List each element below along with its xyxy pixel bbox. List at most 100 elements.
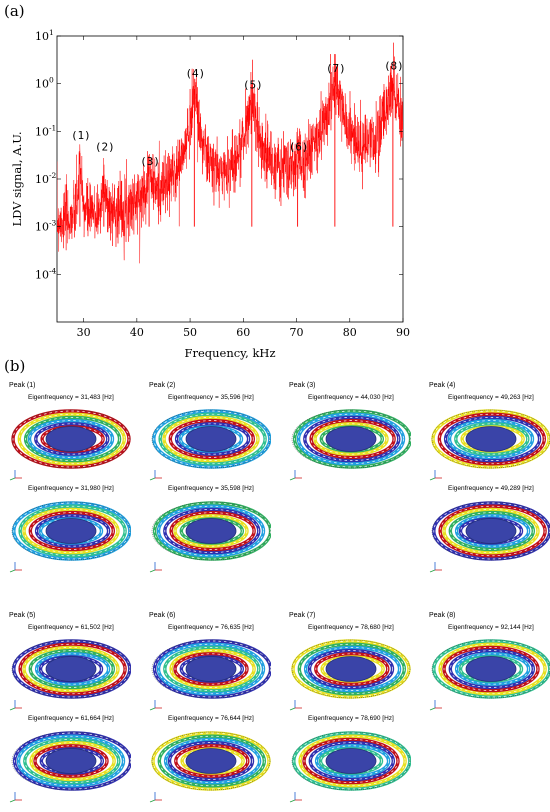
mode-arrows — [445, 417, 540, 461]
coordinate-axes-icon — [9, 792, 22, 803]
y-tick-label: 101 — [35, 28, 54, 43]
mode-arrows — [439, 505, 546, 557]
mode-arrows — [309, 650, 393, 688]
mode-arrows — [303, 739, 399, 783]
mode-arrows — [298, 643, 405, 695]
mode-shape-plot — [431, 407, 550, 471]
center-disk — [325, 748, 377, 774]
peak-title: Peak (5) — [9, 612, 36, 619]
coordinate-axes-icon — [149, 792, 162, 803]
eigenfrequency-label: Eigenfrequency = 61,664 [Hz] — [28, 715, 114, 722]
center-disk — [185, 426, 237, 452]
coordinate-axes-icon — [429, 562, 442, 573]
mode-arrows — [310, 420, 395, 458]
mode-outline — [431, 639, 550, 699]
mode-arrows — [164, 647, 260, 691]
peak-label: (6) — [289, 141, 309, 154]
mode-outline — [11, 731, 131, 791]
peak-title: Peak (7) — [289, 612, 316, 619]
mode-arrows — [449, 512, 534, 550]
mode-arrows — [34, 745, 108, 777]
mode-arrows — [176, 423, 249, 455]
mode-arrows — [298, 413, 404, 465]
eigenfrequency-label: Eigenfrequency = 61,502 [Hz] — [28, 624, 114, 631]
peak-labels: (1) (2) (3) (4) (5) (6) (7) (8) — [71, 60, 404, 168]
mode-arrows — [304, 417, 400, 461]
mode-arrows — [164, 509, 260, 553]
mode-arrows — [158, 735, 265, 787]
mode-arrows — [158, 643, 264, 695]
center-disk — [325, 426, 377, 452]
mode-arrows — [314, 423, 388, 455]
y-tick-label: 10-4 — [35, 266, 57, 281]
coordinate-axes-icon — [9, 562, 22, 573]
coordinate-axes-icon — [149, 700, 162, 711]
mode-arrows — [158, 505, 264, 557]
mode-arrows — [154, 640, 271, 698]
coordinate-axes-icon — [9, 700, 22, 711]
mode-outline — [151, 409, 271, 469]
mode-arrows — [154, 502, 271, 560]
mode-arrows — [36, 653, 109, 685]
coordinate-axes-icon — [429, 700, 442, 711]
mode-arrows — [19, 643, 126, 695]
mode-shape-plot — [291, 729, 412, 793]
mode-arrows — [443, 509, 539, 553]
mode-arrows — [439, 643, 546, 695]
mode-outline — [431, 501, 550, 561]
center-disk — [185, 518, 237, 544]
x-tick-label: 40 — [130, 326, 144, 339]
y-tick-label: 10-2 — [35, 171, 57, 186]
coordinate-axes-icon — [289, 470, 302, 481]
mode-arrows — [18, 413, 125, 465]
center-disk — [45, 518, 97, 544]
mode-arrows — [159, 413, 266, 465]
mode-arrows — [456, 653, 529, 685]
mode-arrows — [152, 732, 270, 790]
coordinate-axes-icon — [429, 470, 442, 481]
mode-arrows — [309, 742, 394, 780]
mode-arrows — [455, 423, 529, 455]
mode-arrows — [14, 732, 131, 790]
eigenfrequency-label: Eigenfrequency = 78,690 [Hz] — [308, 715, 394, 722]
mode-arrows — [175, 745, 249, 777]
mode-shape-plot — [151, 637, 273, 701]
mode-outline — [11, 409, 131, 469]
peak-label: (8) — [384, 60, 404, 73]
y-tick-label: 10-1 — [35, 123, 56, 138]
x-tick-label: 60 — [236, 326, 250, 339]
ldv-spectrum-chart: 30 40 50 60 70 80 90 10-4 10-3 10-2 10-1 100 101 (1)… — [10, 28, 410, 360]
peak-title: Peak (6) — [149, 612, 176, 619]
mode-arrows — [174, 653, 248, 685]
center-disk — [185, 656, 237, 682]
mode-arrows — [30, 742, 115, 780]
mode-arrows — [170, 512, 255, 550]
mode-arrows — [432, 410, 550, 468]
center-disk — [45, 656, 97, 682]
eigenfrequency-label: Eigenfrequency = 76,635 [Hz] — [168, 624, 254, 631]
y-tick-label: 10-3 — [35, 219, 57, 234]
x-tick-label: 80 — [343, 326, 357, 339]
x-axis-title: Frequency, kHz — [184, 346, 275, 360]
x-tick-label: 90 — [396, 326, 410, 339]
axis-ticks: 30 40 50 60 70 80 90 10-4 10-3 10-2 10-1 100 101 — [35, 28, 410, 339]
mode-shape-plot — [11, 637, 132, 701]
peak-label: (2) — [95, 141, 115, 154]
mode-shape-plot — [291, 637, 411, 701]
mode-arrows — [25, 417, 120, 461]
y-tick-label: 100 — [35, 76, 54, 91]
eigenfrequency-label: Eigenfrequency = 78,680 [Hz] — [308, 624, 394, 631]
coordinate-axes-icon — [9, 470, 22, 481]
mode-arrows — [316, 745, 389, 777]
mode-arrows — [29, 512, 114, 550]
mode-outline — [11, 639, 131, 699]
mode-arrows — [169, 742, 253, 780]
eigenfrequency-label: Eigenfrequency = 92,144 [Hz] — [448, 624, 534, 631]
eigenfrequency-label: Eigenfrequency = 49,263 [Hz] — [448, 394, 534, 401]
plot-frame — [56, 35, 404, 323]
mode-arrows — [294, 410, 411, 468]
peak-title: Peak (8) — [429, 612, 456, 619]
peak-title: Peak (4) — [429, 382, 456, 389]
mode-outline — [151, 639, 271, 699]
mode-outline — [291, 639, 411, 699]
